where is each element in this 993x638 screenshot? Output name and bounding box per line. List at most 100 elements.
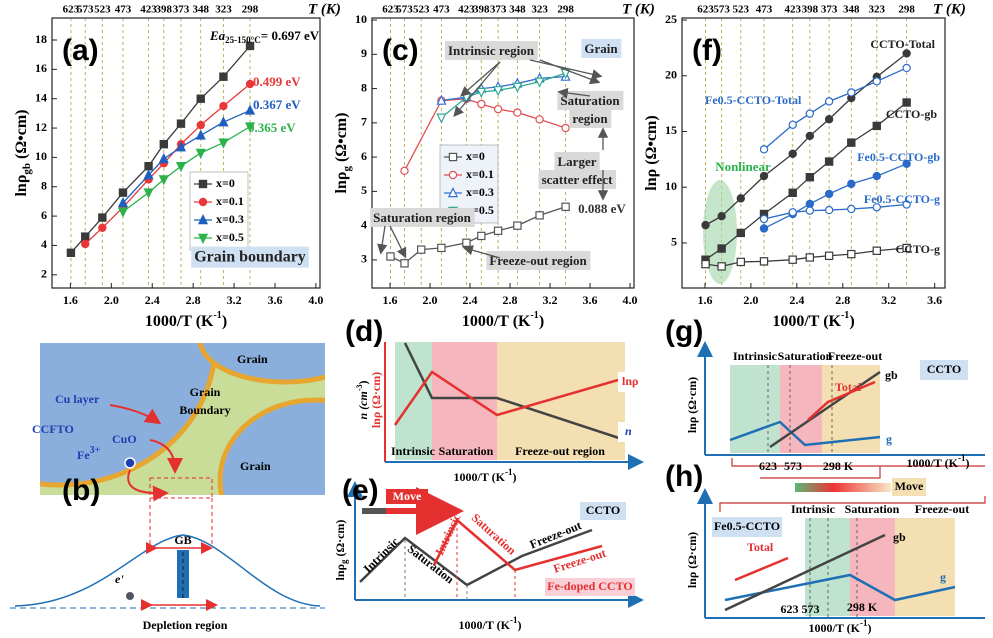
- x-tick-label: 2.0: [743, 293, 758, 307]
- top-tick-label: 523: [413, 4, 430, 16]
- label: g: [940, 570, 946, 584]
- gb-curve: [724, 533, 886, 612]
- top-tick-label: 373: [490, 4, 507, 16]
- label: ): [965, 456, 969, 470]
- label: Freeze-out: [552, 546, 608, 576]
- label: Total: [835, 380, 862, 394]
- y-tick-label: 20: [665, 67, 677, 81]
- band: [432, 342, 497, 460]
- y-tick-label: 14: [35, 90, 47, 104]
- annotation: Saturation: [560, 93, 620, 108]
- y-tick-label: 10: [35, 149, 47, 163]
- schematic-g: Intrinsic Saturation Freeze-out CCTO Tot…: [665, 315, 985, 479]
- marker: [175, 162, 187, 173]
- annotation-bg: [191, 246, 309, 268]
- legend-marker: [197, 214, 209, 225]
- axis-label: lnρ (Ω·cm): [685, 532, 699, 588]
- label: g: [341, 166, 353, 172]
- arrow: [557, 87, 591, 99]
- y-tick-label: 5: [361, 183, 367, 197]
- label: -1: [505, 467, 513, 477]
- fe-curve: [432, 518, 603, 572]
- move-bar: [362, 508, 386, 514]
- arrow: [529, 59, 603, 80]
- series-line: [390, 206, 566, 265]
- highlight: [703, 180, 737, 284]
- y-tick-label: 10: [355, 12, 367, 26]
- marker: [872, 171, 881, 181]
- marker: [847, 204, 856, 214]
- annotation: scatter effect: [542, 172, 614, 187]
- marker: [66, 248, 76, 257]
- schematic-e: Move Intrinsic Saturation Freeze-out Int…: [333, 474, 644, 632]
- label: Freeze-out: [528, 518, 584, 551]
- total-curve: [734, 556, 789, 582]
- label: Saturation: [778, 349, 833, 363]
- x-axis-label: 1000/T (K-1): [462, 310, 544, 329]
- top-tick-label: 373: [821, 4, 838, 16]
- marker: [245, 79, 255, 89]
- band: [895, 518, 955, 616]
- marker: [513, 108, 522, 117]
- x-tick-label: 3.6: [927, 293, 942, 307]
- label: Freeze-out: [915, 502, 969, 516]
- annotation: 0.088 eV: [578, 201, 626, 216]
- top-tick-label: 398: [156, 4, 173, 16]
- move-box: [892, 478, 926, 496]
- panel-label: (f): [692, 34, 722, 67]
- marker: [561, 202, 570, 211]
- marker: [158, 175, 169, 186]
- marker: [788, 149, 797, 158]
- label: Fe: [77, 448, 90, 462]
- label: gb: [893, 530, 906, 544]
- label-bg: [618, 422, 642, 442]
- marker: [701, 220, 710, 230]
- series-label: Fe0.5-CCTO-Total: [705, 93, 802, 107]
- annotation: Ea25-150°C= 0.697 eV: [209, 28, 320, 45]
- n-curve: [403, 342, 626, 442]
- label: 1000/T (K: [454, 470, 506, 484]
- marker: [736, 257, 746, 267]
- marker: [386, 252, 395, 261]
- annotation: Grain boundary: [194, 249, 306, 266]
- series-line: [763, 203, 907, 220]
- x-tick-label: 1.6: [383, 293, 398, 307]
- x-axis-label: 1000/T (K-1): [772, 310, 854, 329]
- marker: [701, 259, 710, 269]
- label: ): [539, 313, 544, 330]
- plot-frame: [681, 17, 946, 289]
- axis-label: 1000/T (K-1): [907, 453, 970, 470]
- marker: [144, 162, 153, 171]
- annotation: 0.499 eV: [253, 74, 301, 89]
- rho-curve: [393, 370, 626, 426]
- series-line: [70, 45, 251, 254]
- label: Intrinsic: [361, 534, 402, 575]
- label: Grain: [237, 352, 268, 366]
- panel-label: (g): [665, 315, 703, 348]
- panel-label: (d): [345, 315, 383, 348]
- x-tick-label: 3.2: [881, 293, 896, 307]
- label: 298 K: [823, 459, 854, 473]
- marker: [436, 113, 447, 124]
- top-tick-label: 623: [63, 4, 80, 16]
- marker: [98, 213, 107, 222]
- legend-marker: [198, 179, 208, 189]
- label: 573: [784, 459, 802, 473]
- marker: [158, 152, 169, 164]
- marker: [805, 172, 815, 182]
- annotation-bg: [557, 90, 624, 110]
- arrow: [127, 469, 169, 502]
- marker: [902, 243, 911, 253]
- marker: [872, 77, 881, 86]
- marker: [759, 214, 769, 224]
- label: -1: [958, 453, 966, 463]
- top-tick-label: 398: [473, 4, 490, 16]
- annotation-bg: [444, 40, 538, 60]
- marker: [736, 194, 746, 203]
- top-tick-label: 473: [433, 4, 450, 16]
- marker: [196, 120, 205, 130]
- x-tick-label: 3.2: [227, 293, 242, 307]
- marker: [847, 179, 856, 189]
- marker: [759, 224, 769, 233]
